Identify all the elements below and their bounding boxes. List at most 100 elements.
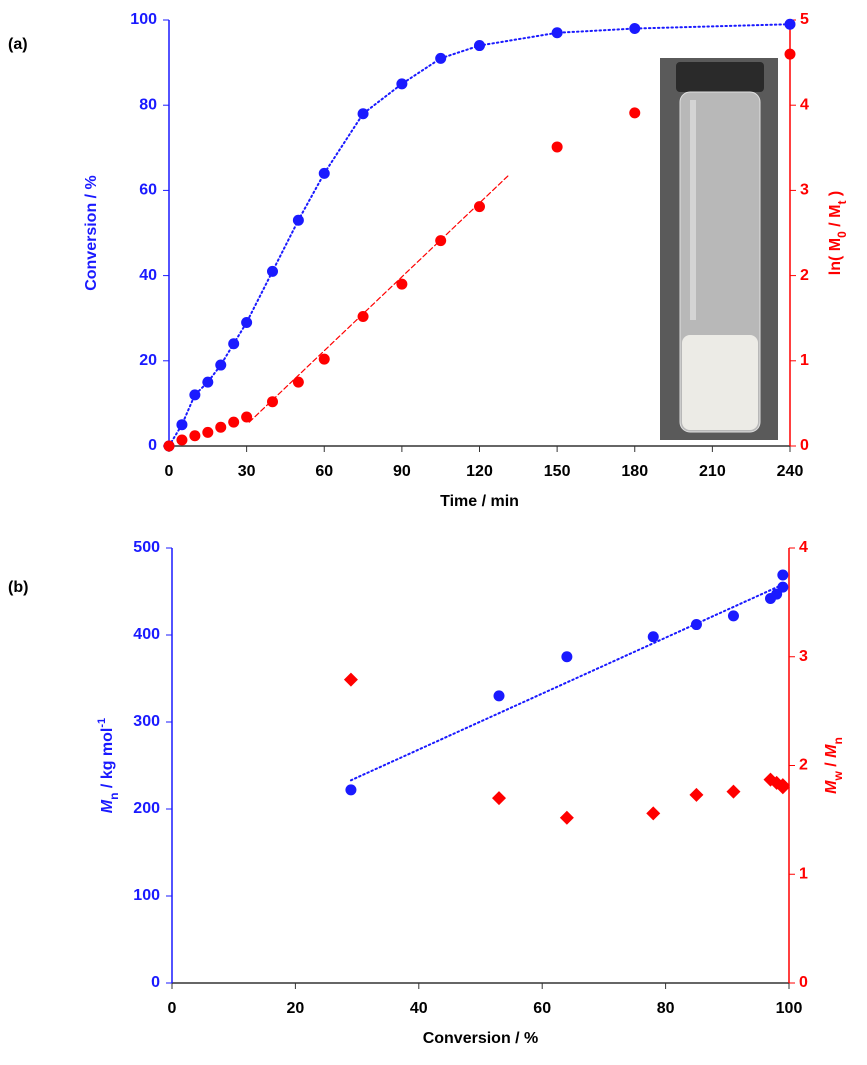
data-point xyxy=(357,108,369,120)
data-point xyxy=(215,359,227,371)
data-point xyxy=(343,672,358,687)
data-point xyxy=(189,389,201,401)
y2-axis-title: Mw / Mn xyxy=(823,737,845,794)
data-point xyxy=(228,338,240,350)
x-axis-title: Time / min xyxy=(440,493,519,510)
data-point xyxy=(784,18,796,30)
data-point xyxy=(292,376,304,388)
panel-label: (a) xyxy=(8,36,28,53)
label-part: M xyxy=(823,780,840,794)
label-part: t xyxy=(835,201,849,205)
data-point xyxy=(777,581,789,593)
x-tick-label: 40 xyxy=(410,1000,428,1017)
y2-tick-label: 1 xyxy=(800,352,809,369)
y2-axis-title: ln( M0 / Mt ) xyxy=(827,191,849,275)
data-point xyxy=(215,421,227,433)
data-point xyxy=(292,214,304,226)
label-part: / M xyxy=(827,205,844,232)
y-tick-label: 100 xyxy=(133,887,160,904)
data-point xyxy=(647,631,659,643)
data-point xyxy=(474,201,485,213)
y2-tick-label: 4 xyxy=(800,96,809,113)
vial-photo xyxy=(660,58,778,440)
x-tick-label: 150 xyxy=(544,463,571,480)
y-tick-label: 300 xyxy=(133,713,160,730)
y-tick-label: 0 xyxy=(151,974,160,991)
x-tick-label: 60 xyxy=(315,463,333,480)
data-point xyxy=(396,278,408,290)
x-tick-label: 90 xyxy=(393,463,411,480)
data-point xyxy=(357,310,369,322)
data-point xyxy=(784,48,796,60)
x-tick-label: 30 xyxy=(238,463,256,480)
data-point xyxy=(775,780,790,795)
label-part: / xyxy=(823,758,840,771)
label-part: / kg mol xyxy=(99,728,116,793)
data-point xyxy=(435,52,447,64)
data-point xyxy=(493,690,505,702)
data-point xyxy=(345,784,357,796)
y-axis-title: Conversion / % xyxy=(83,175,100,291)
y2-tick-label: 0 xyxy=(800,437,809,454)
data-point xyxy=(551,27,563,39)
x-tick-label: 0 xyxy=(165,463,174,480)
label-part: ) xyxy=(827,191,844,201)
data-point xyxy=(318,353,330,365)
data-point xyxy=(551,141,563,153)
y2-tick-label: 0 xyxy=(799,974,808,991)
x-axis-title: Conversion / % xyxy=(423,1030,539,1047)
label-part: Conversion / % xyxy=(83,175,100,291)
data-point xyxy=(228,416,240,428)
y2-tick-label: 2 xyxy=(800,267,809,284)
y2-tick-label: 3 xyxy=(800,182,809,199)
y-tick-label: 80 xyxy=(139,96,157,113)
data-point xyxy=(726,784,741,799)
label-part: n xyxy=(107,793,121,800)
data-point xyxy=(267,396,278,408)
x-tick-label: 210 xyxy=(699,463,726,480)
data-point xyxy=(629,23,641,35)
data-point xyxy=(646,806,661,821)
y-tick-label: 400 xyxy=(133,626,160,643)
vial-reflection xyxy=(690,100,696,320)
y2-tick-label: 5 xyxy=(800,11,809,28)
trend-line xyxy=(248,175,509,423)
data-point xyxy=(176,419,188,431)
label-part: M xyxy=(823,744,840,758)
x-tick-label: 80 xyxy=(657,1000,675,1017)
label-part: M xyxy=(99,799,116,813)
x-tick-label: 20 xyxy=(287,1000,305,1017)
data-point xyxy=(163,440,175,452)
y2-tick-label: 1 xyxy=(799,865,808,882)
trend-line xyxy=(349,583,784,782)
data-point xyxy=(176,434,188,446)
x-tick-label: 120 xyxy=(466,463,493,480)
vial-cap xyxy=(676,62,764,92)
label-part: w xyxy=(831,771,845,782)
data-point xyxy=(727,610,739,622)
x-tick-label: 100 xyxy=(776,1000,803,1017)
x-tick-label: 0 xyxy=(168,1000,177,1017)
y-tick-label: 0 xyxy=(148,437,157,454)
x-tick-label: 180 xyxy=(621,463,648,480)
vial-liquid xyxy=(682,335,758,430)
data-point xyxy=(189,430,201,442)
y2-tick-label: 2 xyxy=(799,757,808,774)
data-point xyxy=(689,787,704,802)
data-point xyxy=(474,40,485,52)
data-point xyxy=(629,107,641,119)
data-point xyxy=(492,791,507,806)
y-tick-label: 60 xyxy=(139,182,157,199)
data-point xyxy=(241,316,253,328)
y2-tick-label: 3 xyxy=(799,648,808,665)
y2-tick-label: 4 xyxy=(799,539,808,556)
x-tick-label: 60 xyxy=(533,1000,551,1017)
label-part: 0 xyxy=(835,231,849,238)
y-tick-label: 500 xyxy=(133,539,160,556)
data-point xyxy=(202,426,214,438)
data-point xyxy=(202,376,214,388)
y-tick-label: 20 xyxy=(139,352,157,369)
panel-label: (b) xyxy=(8,579,28,596)
label-part: ln( M xyxy=(827,238,844,275)
y-axis-title: Mn / kg mol-1 xyxy=(96,718,121,813)
